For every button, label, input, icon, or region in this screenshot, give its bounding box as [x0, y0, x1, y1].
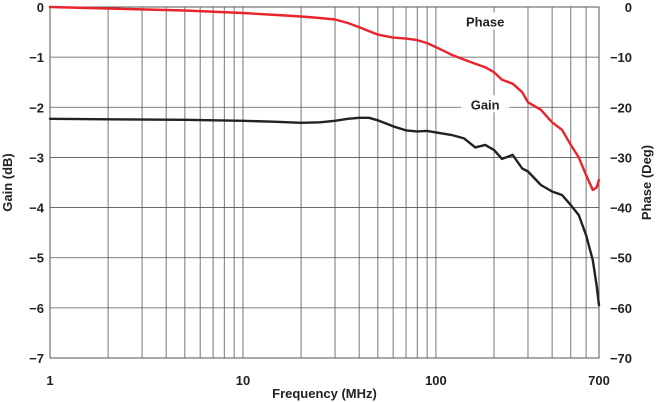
y-left-tick-label: −5 [29, 251, 44, 266]
x-tick-label: 1 [46, 373, 53, 388]
y-left-tick-label: −6 [29, 301, 44, 316]
series-line-phase [48, 5, 601, 192]
plot-frame [49, 6, 600, 359]
y-right-tick-label: −50 [610, 251, 632, 266]
x-axis-ticks: 1 10 100 700 [46, 373, 609, 388]
y-right-tick-label: −70 [610, 351, 632, 366]
annotation-background [461, 12, 510, 30]
y-right-tick-label: −40 [610, 201, 632, 216]
y-left-tick-label: −4 [29, 201, 45, 216]
y-left-tick-label: −1 [29, 50, 44, 65]
series-line-gain [48, 116, 601, 307]
grid [50, 7, 599, 358]
y-right-axis-ticks: 0 −10 −20 −30 −40 −50 −60 −70 [610, 0, 632, 366]
y-left-tick-label: −3 [29, 150, 44, 165]
y-right-tick-label: −10 [610, 50, 632, 65]
series-label-gain: Gain [471, 97, 500, 112]
y-left-tick-label: −7 [29, 351, 44, 366]
x-tick-label: 700 [588, 373, 610, 388]
y-left-tick-label: −2 [29, 100, 44, 115]
x-tick-label: 100 [425, 373, 447, 388]
series-group [48, 5, 601, 307]
y-left-tick-label: 0 [37, 0, 44, 15]
series-annotations: Phase Gain [461, 12, 510, 113]
y-right-axis-title: Phase (Deg) [639, 145, 654, 220]
y-left-axis-title: Gain (dB) [0, 153, 15, 212]
y-right-tick-label: −30 [610, 150, 632, 165]
y-right-tick-label: −60 [610, 301, 632, 316]
y-right-tick-label: 0 [625, 0, 632, 15]
x-axis-title: Frequency (MHz) [272, 386, 377, 401]
y-right-tick-label: −20 [610, 100, 632, 115]
y-left-axis-ticks: 0 −1 −2 −3 −4 −5 −6 −7 [29, 0, 45, 366]
series-label-phase: Phase [466, 15, 504, 30]
x-tick-label: 10 [236, 373, 250, 388]
annotation-background [461, 95, 510, 113]
